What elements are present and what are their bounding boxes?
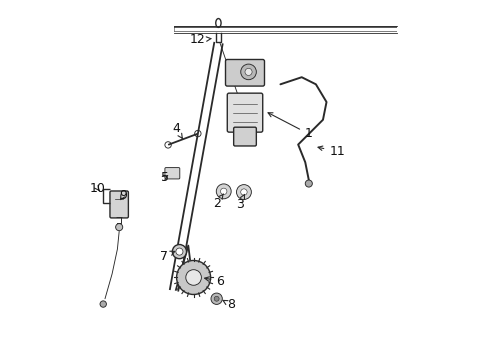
Circle shape [176,260,211,294]
Circle shape [186,270,201,285]
FancyBboxPatch shape [225,59,265,86]
Circle shape [237,185,251,199]
Text: 11: 11 [318,145,345,158]
Text: 8: 8 [223,298,235,311]
Circle shape [116,224,122,231]
FancyBboxPatch shape [227,93,263,132]
Circle shape [211,293,222,305]
Text: 4: 4 [172,122,182,138]
Circle shape [100,301,106,307]
Circle shape [220,188,227,194]
Circle shape [245,68,252,76]
Text: 3: 3 [236,194,245,211]
Text: 2: 2 [213,194,223,210]
Text: 5: 5 [161,171,169,184]
Text: 10: 10 [90,183,106,195]
Circle shape [305,180,312,187]
Circle shape [241,189,247,195]
FancyBboxPatch shape [234,127,256,146]
Text: 6: 6 [205,275,224,288]
Circle shape [214,296,219,301]
FancyBboxPatch shape [110,191,128,218]
FancyBboxPatch shape [165,168,180,179]
Text: 7: 7 [160,250,175,263]
Circle shape [241,64,256,80]
Circle shape [216,184,231,199]
Circle shape [176,248,183,255]
Circle shape [172,244,187,259]
Text: 1: 1 [268,113,313,140]
Text: 9: 9 [119,189,126,202]
Text: 12: 12 [189,33,211,46]
